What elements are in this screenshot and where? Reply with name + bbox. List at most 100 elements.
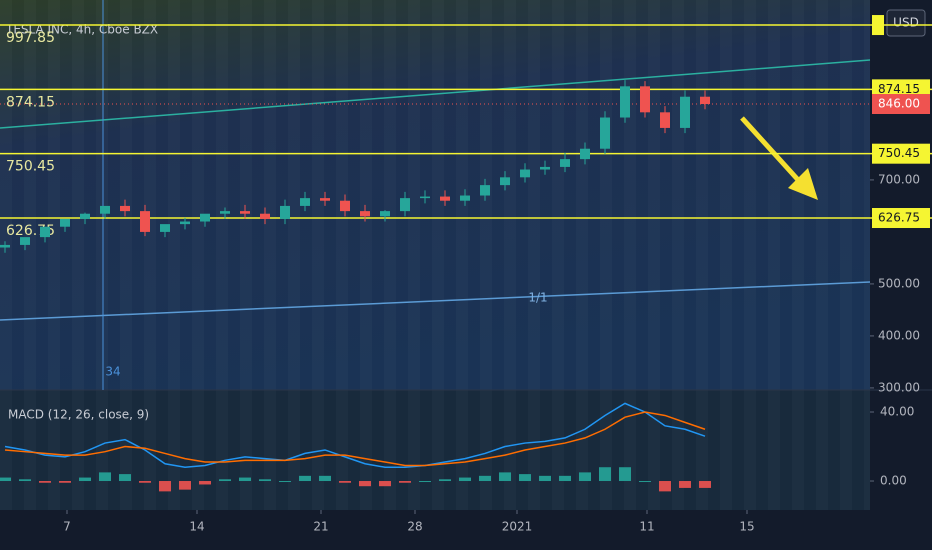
- level-tag-label: 874.15: [878, 82, 920, 96]
- candle-body: [700, 96, 710, 104]
- histogram-bar: [199, 481, 211, 485]
- histogram-bar: [519, 474, 531, 482]
- histogram-bar: [479, 475, 491, 482]
- x-tick-label: 7: [63, 520, 71, 534]
- histogram-bar: [419, 481, 431, 483]
- candle-body: [520, 169, 530, 178]
- histogram-bar: [539, 475, 551, 482]
- y-tick-label: 400.00: [878, 328, 920, 342]
- histogram-bar: [699, 481, 711, 488]
- candle-body: [160, 224, 170, 232]
- candle-body: [360, 211, 370, 217]
- histogram-bar: [279, 481, 291, 483]
- candle-body: [60, 218, 70, 227]
- histogram-bar: [579, 472, 591, 482]
- y-tick-label: 300.00: [878, 380, 920, 394]
- candle-body: [180, 221, 190, 225]
- histogram-bar: [619, 467, 631, 482]
- currency-button[interactable]: [886, 9, 926, 37]
- y-tick-label: 700.00: [878, 172, 920, 186]
- candle-body: [560, 159, 570, 167]
- histogram-bar: [0, 477, 11, 482]
- candle-body: [600, 117, 610, 149]
- histogram-bar: [459, 477, 471, 482]
- histogram-bar: [319, 475, 331, 482]
- candle-body: [400, 198, 410, 212]
- candle-body: [100, 205, 110, 214]
- histogram-bar: [659, 481, 671, 492]
- level-label: 874.15: [6, 94, 55, 110]
- arrow-head: [788, 168, 818, 200]
- histogram-bar: [359, 481, 371, 487]
- candle-body: [580, 148, 590, 160]
- histogram-bar: [259, 479, 271, 482]
- macd-title: MACD (12, 26, close, 9): [8, 408, 149, 422]
- level-tag: [872, 208, 930, 229]
- histogram-bar: [99, 472, 111, 482]
- histogram-bar: [679, 481, 691, 488]
- x-tick-label: 11: [639, 520, 654, 534]
- histogram-bar: [59, 481, 71, 483]
- x-tick-label: 21: [313, 520, 328, 534]
- candle-body: [140, 211, 150, 232]
- histogram-bar: [299, 475, 311, 482]
- histogram-bar: [39, 481, 51, 483]
- y-tick-label: 40.00: [880, 405, 914, 419]
- histogram-bar: [639, 481, 651, 483]
- candle-body: [340, 200, 350, 212]
- candle-body: [220, 211, 230, 214]
- arrow-shaft: [740, 116, 802, 184]
- stripes: [0, 0, 870, 510]
- histogram-bar: [339, 481, 351, 483]
- level-label: 750.45: [6, 159, 55, 175]
- macd-line: [4, 411, 706, 467]
- macd-line: [4, 402, 706, 468]
- candle-body: [40, 226, 50, 238]
- candle-body: [200, 213, 210, 222]
- candle-body: [440, 196, 450, 201]
- histogram-bar: [139, 481, 151, 483]
- level-tag: [872, 143, 930, 164]
- currency: USD: [893, 16, 919, 30]
- y-tick-label: 0.00: [880, 474, 907, 488]
- histogram-bar: [239, 477, 251, 482]
- candle-body: [460, 195, 470, 201]
- candle-body: [420, 196, 430, 199]
- histogram-bar: [219, 479, 231, 482]
- time-axis: [0, 510, 932, 550]
- candle-body: [80, 213, 90, 219]
- histogram-bar: [599, 467, 611, 482]
- last-price-tag: [872, 94, 930, 114]
- histogram-bar: [559, 475, 571, 482]
- level-tag: [872, 15, 884, 36]
- level-label: 997.85: [6, 30, 55, 46]
- annotation: 34: [105, 365, 120, 379]
- histogram-bar: [159, 481, 171, 492]
- candle-body: [280, 205, 290, 219]
- candle-body: [660, 112, 670, 128]
- candle-body: [680, 96, 690, 128]
- y-tick-label: 500.00: [878, 276, 920, 290]
- candle-body: [640, 86, 650, 113]
- histogram-bar: [439, 479, 451, 482]
- x-tick-label: 14: [189, 520, 204, 534]
- candle-body: [380, 211, 390, 217]
- candle-body: [260, 213, 270, 219]
- chart-title: TESLA INC, 4h, Cboe BZX: [5, 23, 158, 37]
- x-tick-label: 15: [739, 520, 754, 534]
- histogram-bar: [379, 481, 391, 487]
- histogram-bar: [19, 479, 31, 482]
- candle-body: [540, 166, 550, 170]
- candle-body: [120, 205, 130, 212]
- x-tick-label: 2021: [502, 520, 533, 534]
- trend-channel-top: [0, 59, 871, 129]
- histogram-bar: [499, 472, 511, 482]
- candle-body: [300, 198, 310, 206]
- candle-body: [20, 237, 30, 245]
- x-tick-label: 28: [407, 520, 422, 534]
- candle-body: [0, 244, 10, 248]
- candle-body: [320, 198, 330, 201]
- candle-body: [620, 86, 630, 118]
- level-tag-label: 750.45: [878, 146, 920, 160]
